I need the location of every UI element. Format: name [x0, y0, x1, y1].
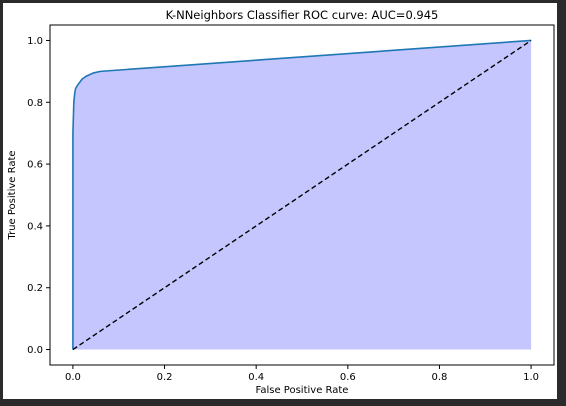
y-tick-label: 0.4 [27, 221, 43, 232]
roc-curve-line [72, 39, 532, 350]
y-tick-label: 0.8 [27, 98, 43, 109]
roc-chart: K-NNeighbors Classifier ROC curve: AUC=0… [7, 8, 555, 396]
y-tick-label: 0.2 [27, 283, 43, 294]
y-axis-label: True Positive Rate [7, 150, 18, 240]
x-tick-label: 0.0 [65, 372, 81, 383]
x-tick-label: 0.2 [157, 372, 173, 383]
y-tick-label: 1.0 [27, 36, 43, 47]
chance-diagonal-line [72, 39, 532, 351]
y-tick-label: 0.0 [27, 345, 43, 356]
x-axis-label: False Positive Rate [256, 385, 349, 396]
x-tick-label: 0.4 [248, 372, 264, 383]
chart-title: K-NNeighbors Classifier ROC curve: AUC=0… [166, 8, 439, 22]
y-tick-label: 0.6 [27, 160, 43, 171]
plot-frame [49, 24, 555, 366]
x-tick-label: 0.8 [432, 372, 448, 383]
x-tick-label: 1.0 [523, 372, 539, 383]
x-tick-label: 0.6 [340, 372, 356, 383]
figure: K-NNeighbors Classifier ROC curve: AUC=0… [3, 3, 557, 399]
